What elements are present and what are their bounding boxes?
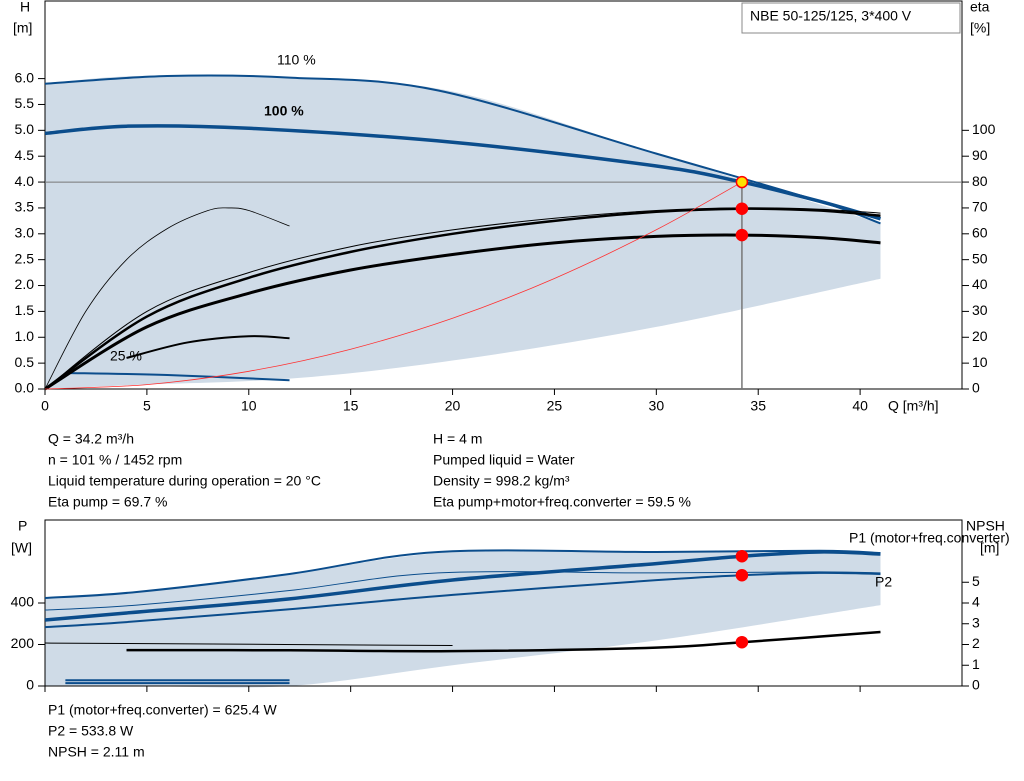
x-tick-label: 35 [750, 398, 766, 414]
y2-tick-label: 30 [972, 302, 988, 318]
curve [44, 207, 290, 390]
y2-tick-label: 3 [972, 614, 980, 630]
y2-tick-label: 40 [972, 276, 988, 292]
title-box [741, 2, 961, 34]
y2-tick-label: 10 [972, 354, 988, 370]
x-tick-label: 30 [649, 398, 665, 414]
operating-info: Eta pump+motor+freq.converter = 59.5 % [433, 494, 691, 510]
y2-tick-label: 80 [972, 173, 988, 189]
x-axis-label: Q [m³/h] [888, 398, 939, 414]
y-axis-unit: [m] [13, 20, 32, 36]
y2-tick-label: 5 [972, 573, 980, 589]
y2-tick-label: 50 [972, 250, 988, 266]
operating-info: NPSH = 2.11 m [48, 744, 145, 760]
x-tick-label: 25 [547, 398, 563, 414]
x-tick-label: 5 [143, 398, 151, 414]
operating-info: Density = 998.2 kg/m³ [433, 473, 570, 489]
operating-range [45, 550, 881, 688]
x-tick-label: 15 [343, 398, 359, 414]
y-tick-label: 0 [26, 677, 34, 693]
y-tick-label: 4.5 [15, 147, 35, 163]
x-tick-label: 20 [445, 398, 461, 414]
curve-label: P2 [875, 574, 892, 590]
curve [44, 642, 453, 647]
y-tick-label: 0.5 [15, 354, 35, 370]
curve-label: P1 (motor+freq.converter) [849, 530, 1010, 546]
y-tick-label: 4.0 [15, 173, 35, 189]
y2-tick-label: 60 [972, 225, 988, 241]
operating-info: Q = 34.2 m³/h [48, 431, 134, 447]
chart-title: NBE 50-125/125, 3*400 V [750, 8, 912, 24]
y2-tick-label: 1 [972, 656, 980, 672]
curve [44, 181, 743, 390]
duty-point [735, 175, 749, 189]
curve [65, 371, 290, 382]
operating-info: P2 = 533.8 W [48, 723, 134, 739]
y2-tick-label: 70 [972, 199, 988, 215]
curve [44, 233, 881, 391]
y-axis-unit: [W] [11, 540, 32, 556]
y-tick-label: 1.5 [15, 302, 35, 318]
operating-info: Eta pump = 69.7 % [48, 494, 167, 510]
curve [44, 550, 881, 622]
curve [44, 571, 881, 629]
curve-label: 110 % [277, 52, 316, 68]
duty-point [735, 202, 749, 215]
y-tick-label: 3.5 [15, 199, 35, 215]
duty-point [735, 568, 749, 582]
curve [44, 124, 881, 221]
y-tick-label: 6.0 [15, 69, 35, 85]
y2-tick-label: 100 [972, 121, 996, 137]
y-tick-label: 2.0 [15, 276, 35, 292]
x-tick-label: 40 [852, 398, 868, 414]
y-tick-label: 2.5 [15, 250, 35, 266]
y-tick-label: 5.5 [15, 95, 35, 111]
y2-tick-label: 20 [972, 328, 988, 344]
curve [44, 549, 881, 600]
x-tick-label: 0 [41, 398, 49, 414]
y-axis-label: H [20, 0, 30, 15]
y2-tick-label: 0 [972, 677, 980, 693]
curve [126, 630, 881, 653]
y-tick-label: 1.0 [15, 328, 35, 344]
operating-info: H = 4 m [433, 431, 482, 447]
y2-tick-label: 4 [972, 594, 980, 610]
curve [44, 207, 881, 391]
curve [126, 335, 290, 359]
duty-point [735, 549, 749, 563]
duty-point [735, 228, 749, 242]
curve [44, 571, 881, 611]
y2-axis-label: eta [970, 0, 990, 15]
duty-point [735, 635, 749, 649]
y-tick-label: 3.0 [15, 225, 35, 241]
operating-info: Liquid temperature during operation = 20… [48, 473, 321, 489]
y2-tick-label: 2 [972, 635, 980, 651]
y-tick-label: 5.0 [15, 121, 35, 137]
curve-label: 100 % [264, 103, 304, 119]
curve-label: 25 % [110, 348, 142, 364]
y2-axis-unit: [%] [970, 20, 990, 36]
operating-info: P1 (motor+freq.converter) = 625.4 W [48, 702, 278, 718]
y2-axis-unit: [m] [980, 540, 999, 556]
y-axis-label: P [18, 518, 27, 534]
y2-tick-label: 0 [972, 380, 980, 396]
operating-info: n = 101 % / 1452 rpm [48, 452, 182, 468]
y-tick-label: 0.0 [15, 380, 35, 396]
y-tick-label: 200 [11, 635, 35, 651]
operating-info: Pumped liquid = Water [433, 452, 575, 468]
plot-frame [44, 0, 963, 390]
x-tick-label: 10 [241, 398, 257, 414]
y2-axis-label: NPSH [966, 518, 1005, 534]
y-tick-label: 400 [11, 594, 35, 610]
y2-tick-label: 90 [972, 147, 988, 163]
